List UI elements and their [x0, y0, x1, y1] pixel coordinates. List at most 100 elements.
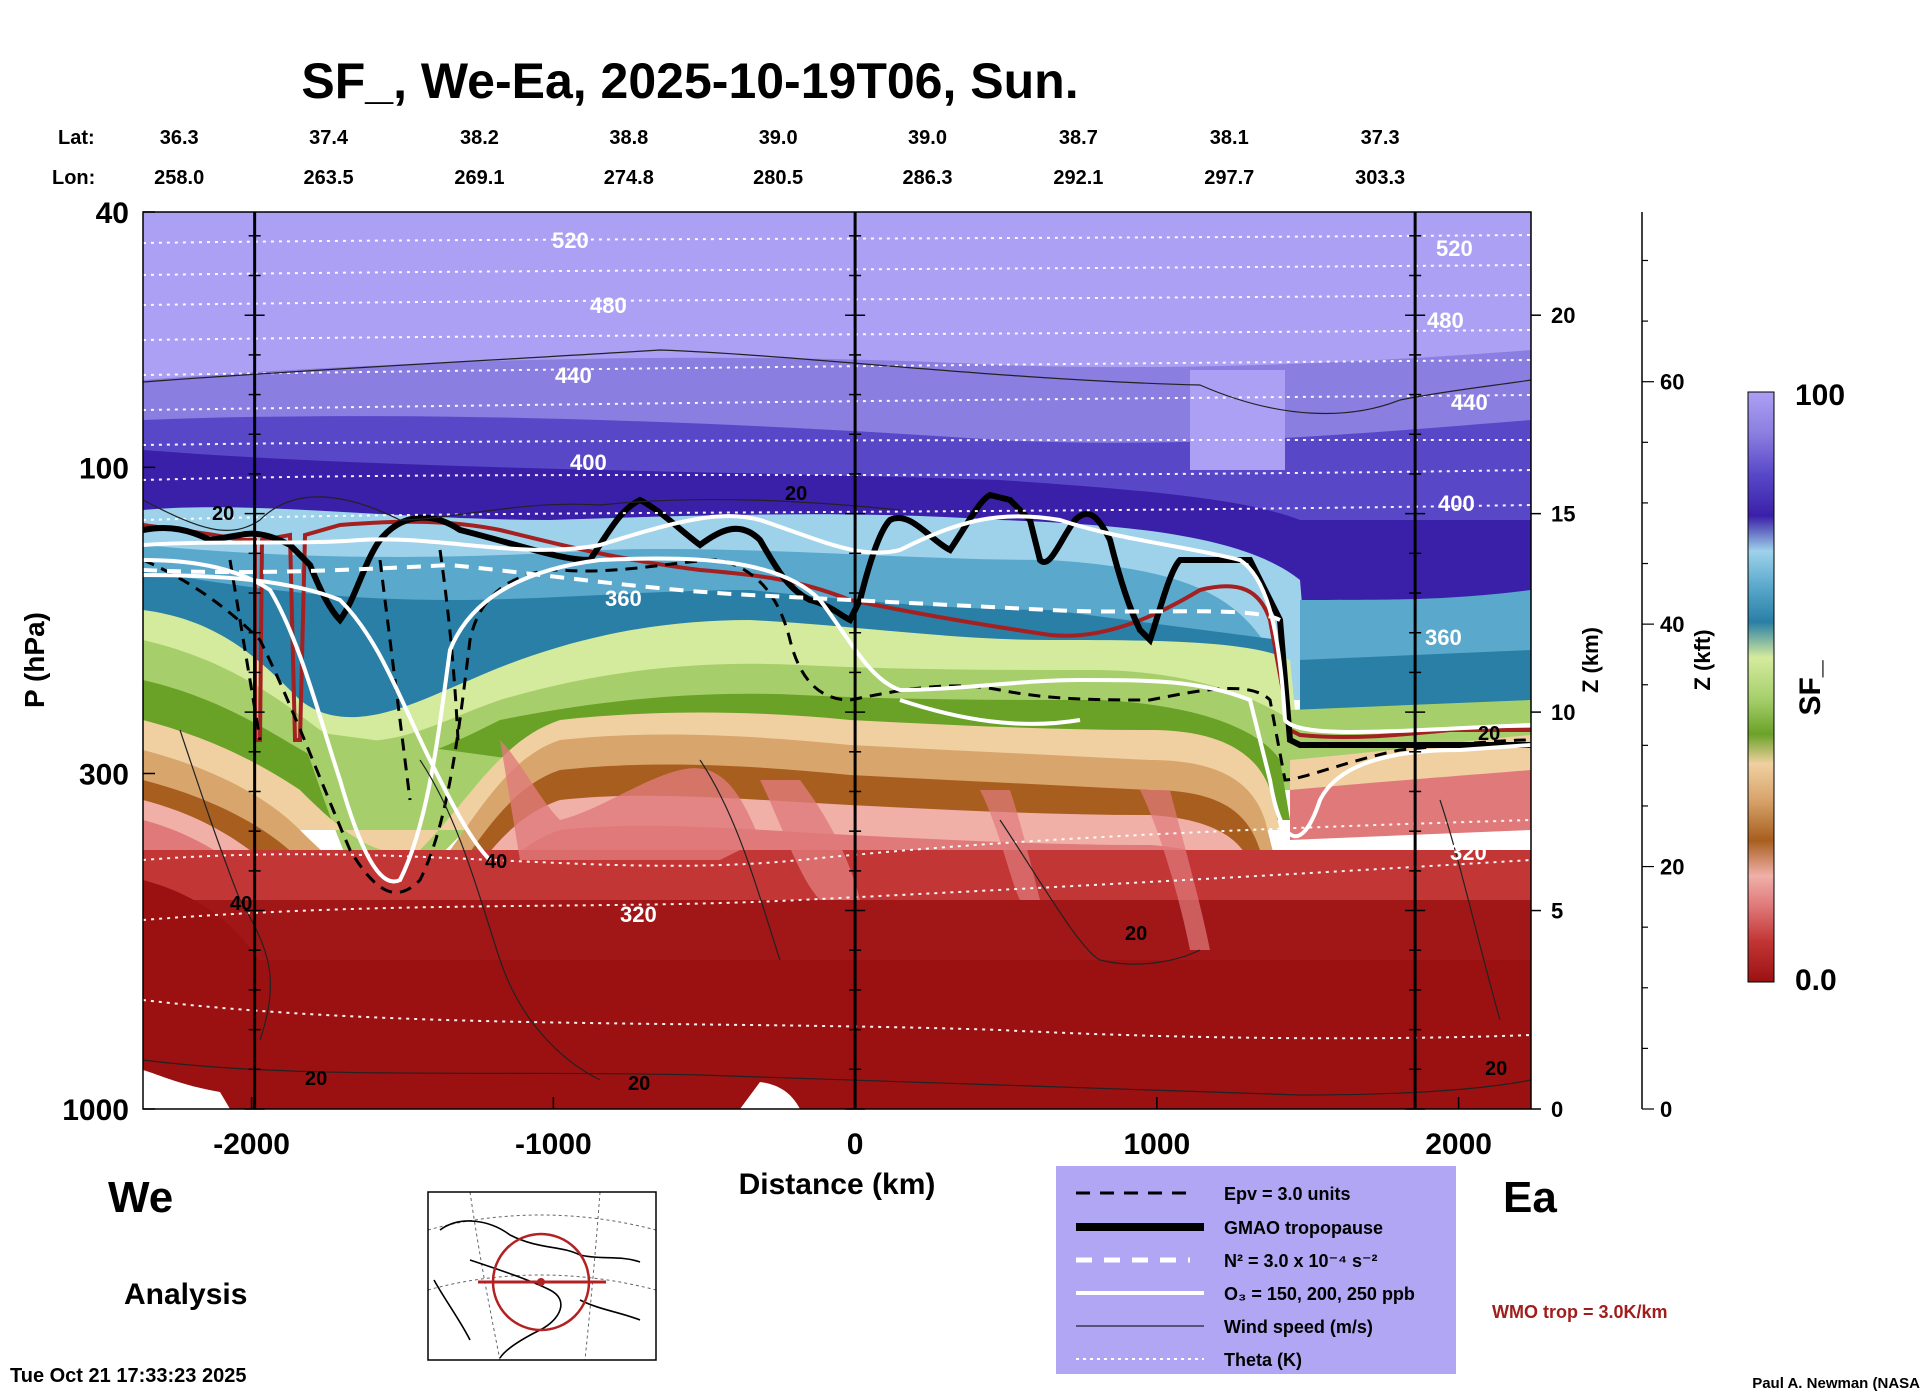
km-tick-label-10: 10 [1551, 700, 1575, 725]
n2-dashed-line [143, 562, 1281, 622]
lon-value: 297.7 [1204, 167, 1254, 189]
plot-frame [142, 211, 1532, 1110]
ozone-contour-line [143, 556, 1531, 884]
legend-item-gmao: GMAO tropopause [1224, 1218, 1383, 1238]
theta-label-520-right: 520 [1436, 236, 1473, 261]
plot-field [143, 212, 1531, 1109]
lat-value: 39.0 [908, 127, 947, 149]
lon-value: 263.5 [304, 167, 354, 189]
km-tick-label-20: 20 [1551, 303, 1575, 328]
theta-label-320-right: 320 [1450, 840, 1487, 865]
theta-label-440-right: 440 [1451, 390, 1488, 415]
wind-speed-contours [143, 349, 1531, 1096]
lat-value: 38.2 [460, 127, 499, 149]
legend: Epv = 3.0 units GMAO tropopause N² = 3.0… [1056, 1166, 1456, 1374]
theta-label-360-right: 360 [1425, 625, 1462, 650]
theta-label-520: 520 [552, 228, 589, 253]
p-tick-label-300: 300 [79, 758, 129, 791]
colorbar: 100 0.0 SF_ [1747, 379, 1845, 997]
wind-labels: 20 20 40 40 20 20 20 20 20 [212, 483, 1507, 1095]
wind-label-20-g: 20 [1478, 723, 1500, 745]
lon-value: 286.3 [902, 167, 952, 189]
theta-labels: 520 480 440 400 360 320 520 480 440 400 … [552, 228, 1488, 927]
lon-value: 292.1 [1053, 167, 1103, 189]
z-km-axis-title: Z (km) [1578, 627, 1603, 693]
theta-label-400-right: 400 [1438, 491, 1475, 516]
wmo-tropopause-line [143, 519, 1531, 742]
km-tick-label-5: 5 [1551, 899, 1563, 924]
kft-tick-label-0: 0 [1660, 1097, 1672, 1122]
p-tick-label-100: 100 [79, 452, 129, 485]
lat-label: Lat: [58, 127, 95, 149]
lon-label: Lon: [52, 167, 95, 189]
wmo-trop-label: WMO trop = 3.0K/km [1492, 1302, 1668, 1322]
wind-label-40-b: 40 [485, 851, 507, 873]
km-tick-label-0: 0 [1551, 1097, 1563, 1122]
legend-item-epv: Epv = 3.0 units [1224, 1184, 1351, 1204]
lon-value: 303.3 [1355, 167, 1405, 189]
y-axis-kft: 0 20 40 60 [1641, 212, 1684, 1122]
wind-label-20-e: 20 [628, 1073, 650, 1095]
wind-label-20-c: 20 [1125, 923, 1147, 945]
legend-box [1056, 1166, 1456, 1374]
chart-title: SF_, We-Ea, 2025-10-19T06, Sun. [301, 53, 1078, 109]
latlon-values: 36.3 258.0 37.4 263.5 38.2 269.1 38.8 274.8 39.0… [154, 127, 1405, 189]
x-tick-label-1000: 1000 [1123, 1128, 1190, 1161]
timestamp: Tue Oct 21 17:33:23 2025 [10, 1365, 246, 1387]
colorbar-max-label: 100 [1795, 379, 1845, 412]
theta-dotted-lines [143, 234, 1531, 1040]
vertical-markers [244, 212, 1426, 1110]
kft-tick-label-20: 20 [1660, 855, 1684, 880]
legend-item-n2: N² = 3.0 x 10⁻⁴ s⁻² [1224, 1251, 1377, 1271]
colorbar-min-label: 0.0 [1795, 964, 1837, 997]
kft-tick-label-60: 60 [1660, 370, 1684, 395]
x-tick-label-0: 0 [847, 1128, 864, 1161]
x-axis-title: Distance (km) [739, 1168, 936, 1201]
credit: Paul A. Newman (NASA [1752, 1375, 1920, 1392]
z-kft-axis-title: Z (kft) [1690, 629, 1715, 690]
p-tick-label-40: 40 [96, 197, 129, 230]
theta-label-400: 400 [570, 450, 607, 475]
x-tick-label-2000: 2000 [1425, 1128, 1492, 1161]
kft-tick-label-40: 40 [1660, 612, 1684, 637]
lon-value: 280.5 [753, 167, 803, 189]
x-axis: -2000 -1000 0 1000 2000 [213, 1097, 1492, 1161]
left-direction-label: We [108, 1173, 173, 1222]
legend-item-theta: Theta (K) [1224, 1350, 1302, 1370]
theta-label-440: 440 [555, 363, 592, 388]
colorbar-scale [1747, 391, 1775, 983]
lat-value: 38.8 [609, 127, 648, 149]
lat-value: 36.3 [160, 127, 199, 149]
globe-map-icon [427, 1191, 657, 1361]
theta-label-480-right: 480 [1427, 308, 1464, 333]
lat-value: 38.1 [1210, 127, 1249, 149]
lon-value: 258.0 [154, 167, 204, 189]
analysis-label: Analysis [124, 1278, 247, 1311]
colorbar-title: SF_ [1794, 660, 1827, 715]
wind-label-20-d: 20 [305, 1068, 327, 1090]
wind-label-40-a: 40 [230, 893, 252, 915]
lat-value: 39.0 [759, 127, 798, 149]
lat-value: 37.4 [309, 127, 349, 149]
wind-label-20-f: 20 [1485, 1058, 1507, 1080]
lat-value: 37.3 [1361, 127, 1400, 149]
right-direction-label: Ea [1503, 1173, 1557, 1222]
y-axis-km: 0 5 10 15 20 [1531, 303, 1575, 1122]
location-header: Lat: Lon: 36.3 258.0 37.4 263.5 38.2 269.1 38.… [52, 127, 1405, 189]
lat-value: 38.7 [1059, 127, 1098, 149]
legend-item-wind: Wind speed (m/s) [1224, 1317, 1373, 1337]
theta-label-480: 480 [590, 293, 627, 318]
lon-value: 274.8 [604, 167, 654, 189]
y-axis-title: P (hPa) [19, 612, 50, 708]
y-axis-pressure: 40 100 300 1000 [62, 197, 155, 1127]
km-tick-label-15: 15 [1551, 502, 1575, 527]
wind-label-20-b: 20 [785, 483, 807, 505]
p-tick-label-1000: 1000 [62, 1094, 129, 1127]
theta-label-360: 360 [605, 586, 642, 611]
x-tick-label--2000: -2000 [213, 1128, 290, 1161]
wind-label-20-a: 20 [212, 503, 234, 525]
lon-value: 269.1 [454, 167, 504, 189]
legend-item-ozone: O₃ = 150, 200, 250 ppb [1224, 1284, 1415, 1304]
x-tick-label--1000: -1000 [515, 1128, 592, 1161]
